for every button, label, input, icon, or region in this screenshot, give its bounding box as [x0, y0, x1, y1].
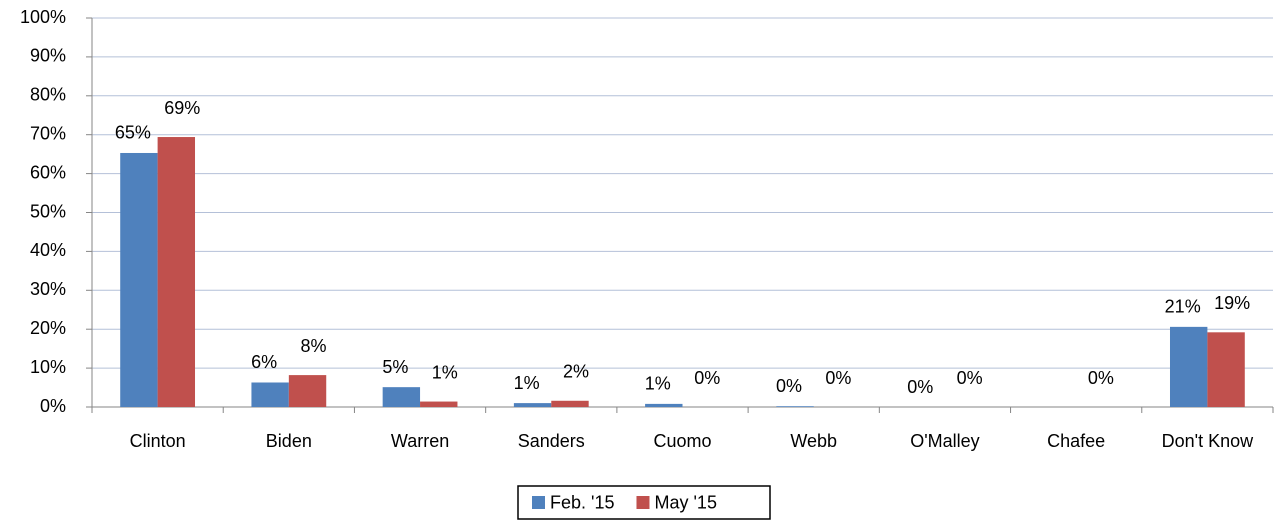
legend-label: May '15: [654, 492, 716, 512]
data-label: 8%: [301, 336, 327, 356]
x-tick-label: Biden: [266, 431, 312, 451]
y-tick-label: 90%: [30, 46, 66, 66]
data-label: 1%: [432, 362, 458, 382]
x-tick-label: Don't Know: [1162, 431, 1254, 451]
x-tick-label: Warren: [391, 431, 449, 451]
bar: [157, 137, 196, 407]
y-tick-label: 70%: [30, 123, 66, 143]
x-tick-label: Cuomo: [653, 431, 711, 451]
data-label: 0%: [776, 376, 802, 396]
data-label: 69%: [164, 98, 200, 118]
y-tick-label: 20%: [30, 318, 66, 338]
bar: [288, 375, 327, 407]
data-label: 65%: [115, 123, 151, 143]
legend-swatch: [636, 496, 650, 509]
bar: [645, 403, 683, 407]
bar: [420, 401, 458, 407]
bar: [776, 406, 814, 407]
x-tick-label: Webb: [790, 431, 837, 451]
y-tick-label: 50%: [30, 201, 66, 221]
y-tick-label: 80%: [30, 85, 66, 105]
data-label: 19%: [1214, 293, 1250, 313]
y-tick-label: 0%: [40, 396, 66, 416]
bar: [513, 403, 552, 407]
y-tick-label: 40%: [30, 240, 66, 260]
x-tick-label: O'Malley: [910, 431, 979, 451]
bar: [1169, 326, 1208, 407]
x-tick-label: Sanders: [518, 431, 585, 451]
y-tick-label: 10%: [30, 357, 66, 377]
y-tick-label: 60%: [30, 162, 66, 182]
data-label: 0%: [694, 368, 720, 388]
bar: [551, 400, 589, 407]
bar: [382, 387, 421, 407]
bar: [1207, 332, 1245, 407]
y-tick-label: 100%: [20, 7, 66, 27]
legend-swatch: [532, 496, 545, 509]
data-label: 0%: [907, 377, 933, 397]
legend-label: Feb. '15: [550, 492, 614, 512]
bar: [120, 152, 158, 407]
data-label: 1%: [645, 374, 671, 394]
data-label: 2%: [563, 362, 589, 382]
data-label: 0%: [825, 368, 851, 388]
data-label: 1%: [514, 373, 540, 393]
data-label: 0%: [1088, 368, 1114, 388]
data-label: 21%: [1165, 297, 1201, 317]
data-label: 0%: [957, 368, 983, 388]
y-tick-label: 30%: [30, 279, 66, 299]
data-label: 6%: [251, 352, 277, 372]
x-tick-label: Clinton: [130, 431, 186, 451]
bar: [251, 382, 289, 407]
data-label: 5%: [382, 357, 408, 377]
x-tick-label: Chafee: [1047, 431, 1105, 451]
